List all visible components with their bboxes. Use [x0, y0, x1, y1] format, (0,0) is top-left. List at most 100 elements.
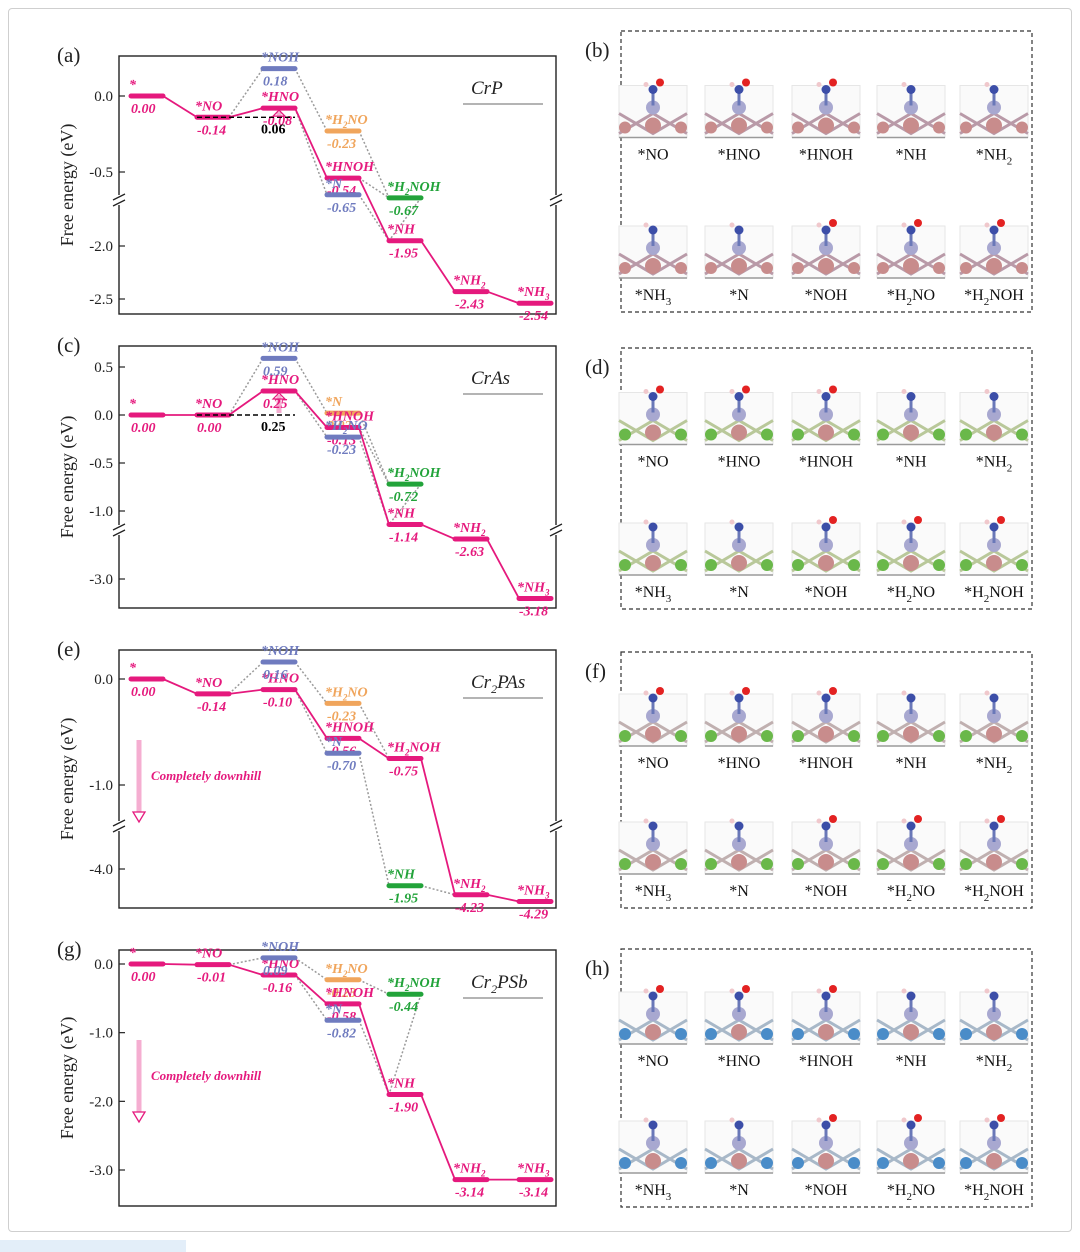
energy-level-name: *NH3 [517, 580, 550, 597]
surface-atom [987, 241, 1001, 255]
downhill-annotation: Completely downhill [151, 1068, 262, 1083]
axis-break-mark [549, 523, 563, 531]
label-main: *H [887, 287, 907, 304]
y-tick-label: -2.5 [89, 292, 113, 308]
substrate-atom [848, 1028, 860, 1040]
species-subscript: 2 [342, 692, 348, 702]
structure-label: *H2NO [887, 1182, 935, 1203]
cr-atom [645, 854, 661, 870]
label-subscript: 2 [984, 892, 990, 904]
species-main: *N [325, 177, 343, 192]
label-main: *N [729, 1182, 749, 1199]
pathway-connector [358, 177, 390, 242]
pathway-connector-dotted [388, 993, 422, 1095]
downhill-annotation: Completely downhill [151, 768, 262, 783]
surface-atom [732, 241, 746, 255]
pathway-connector-dotted [294, 957, 328, 981]
title-main: Cr [471, 972, 492, 993]
pathway-connector-dotted [358, 412, 390, 485]
oxygen-atom [742, 385, 750, 394]
adsorbate-structure: *NH [876, 389, 946, 471]
structure-frame [620, 347, 1033, 610]
species-main: *H [387, 741, 406, 756]
species-main: *NO [195, 397, 222, 412]
species-main: *NH [387, 868, 416, 883]
label-subscript: 2 [906, 593, 912, 605]
species-main: *NH [517, 580, 546, 595]
oxygen-atom [656, 385, 664, 394]
energy-level-value: -3.14 [455, 1186, 484, 1201]
oxygen-atom [742, 687, 750, 695]
structure-panel-b: (b)*NO *HNO *HNOH *NH *NH2*NH3 *N *NOH *H2NO *H2… [585, 30, 1033, 313]
adsorbate-structure: *H2NOH [959, 815, 1029, 904]
cr-atom [645, 555, 661, 571]
label-main: *NH [635, 1182, 667, 1199]
cr-atom [903, 258, 919, 274]
species-main: *H [325, 962, 344, 977]
energy-level-name: *NO [195, 947, 222, 962]
substrate-atom [705, 121, 717, 134]
substrate-atom [877, 428, 889, 441]
adsorbate-structure: *N [704, 1117, 774, 1199]
substrate-atom [705, 730, 717, 742]
plot-frame [118, 55, 557, 315]
cr-atom [986, 1153, 1002, 1169]
hydrogen-atom [984, 988, 990, 994]
label-subscript: 2 [984, 1191, 990, 1203]
adsorbate-structure: *NOH [791, 219, 861, 304]
adsorbate-structure: *HNOH [791, 78, 861, 164]
axis-break-gap [550, 195, 562, 205]
substrate-atom [933, 858, 945, 870]
species-main: * [129, 946, 137, 961]
energy-level-value: 0.00 [197, 421, 222, 436]
adsorbate-structure: *HNOH [791, 687, 861, 772]
label-main: *HNOH [799, 454, 854, 471]
nitrogen-atom [648, 225, 658, 235]
page-scrollbar[interactable] [0, 1240, 186, 1252]
nitrogen-atom [821, 392, 831, 401]
surface-atom [819, 1136, 833, 1150]
species-subscript: 2 [342, 426, 348, 436]
nitrogen-atom [734, 85, 744, 94]
species-subscript: 3 [544, 292, 550, 302]
adsorbate-structure: *HNO [704, 385, 774, 471]
species-main: *NO [195, 676, 222, 691]
label-tail: NO [912, 584, 935, 601]
species-main: *NH [517, 1162, 546, 1177]
pathway-connector [162, 963, 198, 966]
oxygen-atom [829, 385, 837, 394]
species-subscript: 2 [342, 969, 348, 979]
label-main: *NH [895, 454, 927, 471]
label-main: *NH [635, 883, 667, 900]
structure-label: *HNOH [799, 1053, 854, 1070]
surface-atom [987, 1007, 1001, 1021]
energy-level-name: *HNOH [325, 720, 375, 735]
y-tick-label: 0.0 [94, 89, 113, 105]
energy-level-name: *H2NO [325, 962, 368, 979]
oxygen-atom [997, 516, 1005, 524]
species-subscript: 2 [404, 473, 410, 483]
label-main: *NH [635, 584, 667, 601]
substrate-atom [1016, 121, 1028, 134]
structure-label: *HNO [718, 1053, 761, 1070]
species-subscript: 3 [544, 890, 550, 900]
energy-level-name: *HNO [261, 957, 299, 972]
structure-label: *N [729, 883, 749, 900]
hydrogen-atom [729, 690, 735, 696]
panel-title: Cr2PAs [471, 672, 525, 696]
energy-panel-g: 0.0-1.0-2.0-3.0(g)Free energy (eV)Cr2PSb… [57, 937, 557, 1207]
pathway-connector-dotted [228, 957, 264, 966]
energy-level-name: *HNOH [325, 409, 375, 424]
pathway-connector-dotted [294, 974, 328, 1021]
hydrogen-atom [729, 1117, 735, 1123]
surface-atom [732, 538, 746, 552]
adsorbate-structure: *HNO [704, 78, 774, 164]
hydrogen-atom [816, 82, 822, 87]
oxygen-atom [914, 815, 922, 823]
substrate-atom [792, 1028, 804, 1040]
cr-atom [645, 1153, 661, 1169]
surface-atom [732, 1007, 746, 1021]
structure-label: *HNOH [799, 147, 854, 164]
surface-atom [819, 241, 833, 255]
cr-atom [903, 555, 919, 571]
